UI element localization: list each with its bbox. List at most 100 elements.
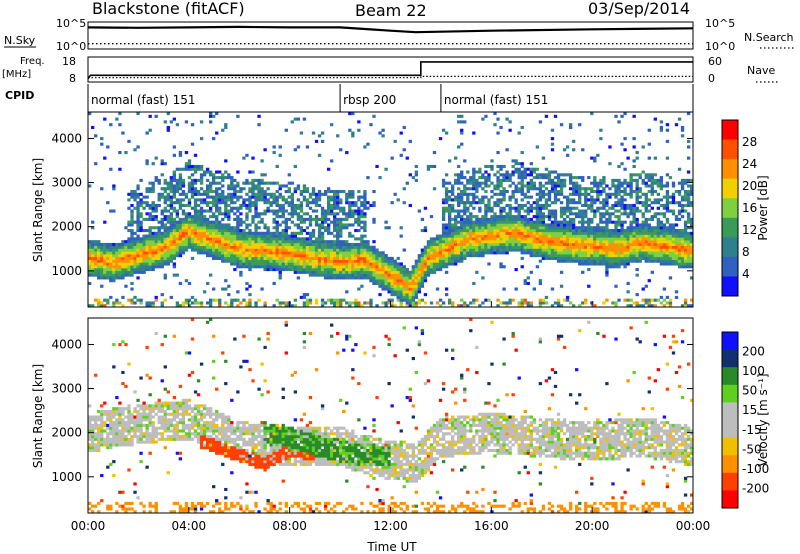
power-cell — [106, 259, 110, 263]
power-cell — [447, 240, 452, 244]
power-cell — [136, 234, 140, 238]
power-cell — [257, 226, 261, 230]
power-cell — [272, 240, 276, 244]
power-cell — [127, 248, 131, 252]
power-cell — [360, 270, 364, 274]
power-cell — [526, 220, 530, 224]
power-cell — [333, 259, 337, 263]
power-cell — [535, 145, 540, 149]
power-cell — [308, 245, 313, 249]
power-cell — [351, 190, 355, 194]
power-cell — [239, 187, 243, 191]
power-cell — [454, 240, 458, 244]
power-cell — [441, 242, 446, 247]
power-cell — [284, 229, 288, 233]
power-cell — [127, 245, 131, 249]
power-cell — [115, 273, 119, 277]
power-cell — [529, 220, 533, 224]
power-cell — [133, 206, 137, 210]
power-cell — [88, 254, 92, 258]
power-cell — [568, 254, 573, 258]
power-cell — [578, 262, 582, 266]
power-cell — [432, 268, 437, 272]
power-cell — [202, 223, 207, 227]
power-cell — [360, 203, 364, 208]
power-cell — [218, 181, 222, 185]
power-cell — [266, 242, 270, 247]
power-cell — [587, 198, 591, 202]
power-cell — [357, 195, 361, 199]
power-cell — [151, 181, 155, 185]
power-cell — [196, 231, 201, 235]
power-cell — [608, 248, 612, 252]
power-cell — [599, 128, 603, 132]
nsky-label: N.Sky — [4, 34, 36, 47]
power-cell — [426, 259, 431, 263]
power-cell — [187, 245, 192, 249]
power-cell — [596, 184, 600, 188]
power-cell — [348, 192, 352, 196]
power-cell — [202, 217, 207, 221]
power-cell — [196, 217, 201, 221]
power-cell — [296, 237, 301, 241]
power-cell — [665, 254, 670, 258]
power-cell — [112, 273, 116, 277]
power-cell — [387, 268, 391, 272]
power-cell — [674, 248, 679, 252]
power-cell — [302, 251, 307, 255]
power-cell — [484, 229, 488, 233]
power-cell — [272, 262, 276, 266]
power-cell — [444, 251, 449, 255]
power-cell — [629, 206, 633, 210]
power-cell — [233, 248, 237, 252]
power-cell — [106, 242, 110, 247]
power-cell — [387, 259, 391, 263]
power-cell — [466, 248, 470, 252]
power-cell — [454, 251, 458, 255]
power-cell — [257, 187, 261, 191]
power-cell — [339, 273, 343, 277]
power-cell — [499, 217, 503, 221]
power-cell — [620, 231, 624, 235]
power-cell — [227, 203, 231, 208]
power-cell — [175, 245, 180, 249]
power-cell — [227, 254, 231, 258]
nave-label: Nave — [747, 64, 775, 77]
power-cell — [345, 259, 349, 263]
power-cell — [184, 231, 189, 235]
power-cell — [290, 259, 294, 263]
power-cell — [308, 242, 313, 247]
power-cell — [644, 173, 648, 177]
power-cell — [620, 226, 624, 230]
power-cell — [454, 259, 458, 263]
power-cell — [593, 240, 597, 244]
power-cell — [151, 190, 155, 194]
power-cell — [535, 265, 540, 269]
power-cell — [587, 268, 591, 272]
power-cell — [632, 212, 636, 216]
power-cell — [260, 265, 264, 269]
power-cell — [193, 220, 198, 224]
power-cell — [118, 262, 122, 266]
power-cell — [578, 192, 582, 196]
power-cell — [584, 256, 588, 260]
power-cell — [215, 190, 219, 194]
power-cell — [447, 234, 452, 238]
power-cell — [454, 198, 458, 202]
power-cell — [441, 201, 446, 205]
power-cell — [305, 256, 310, 260]
power-cell — [163, 195, 167, 199]
power-cell — [254, 209, 258, 213]
power-cell — [578, 123, 582, 127]
power-cell — [614, 242, 618, 247]
power-cell — [593, 234, 597, 238]
power-cell — [230, 226, 234, 230]
power-cell — [635, 206, 639, 210]
power-cell — [178, 178, 183, 182]
power-cell — [399, 304, 403, 308]
power-cell — [635, 201, 639, 205]
power-cell — [281, 184, 285, 188]
power-cell — [674, 231, 679, 235]
power-cell — [254, 206, 258, 210]
power-cell — [151, 245, 155, 249]
